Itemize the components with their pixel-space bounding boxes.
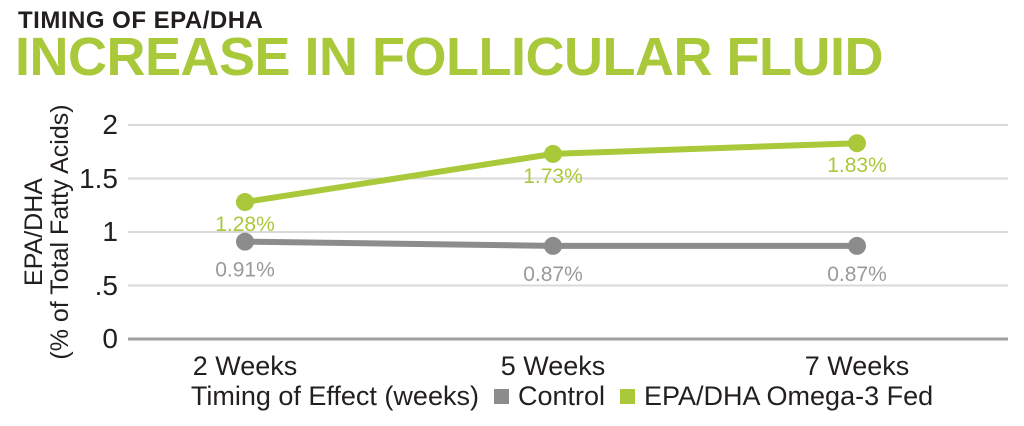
chart-kicker: TIMING OF EPA/DHA <box>18 7 264 34</box>
y-tick-label: .5 <box>94 269 118 301</box>
y-tick-label: 2 <box>102 109 118 140</box>
data-point-label: 0.87% <box>523 263 583 286</box>
x-tick-label: 2 Weeks <box>192 351 298 381</box>
data-point-gray <box>848 236 866 255</box>
data-point-green <box>848 134 866 153</box>
data-point-gray <box>544 236 562 255</box>
y-tick-label: 1 <box>102 216 118 247</box>
data-point-label: 1.28% <box>215 213 275 236</box>
data-point-label: 0.91% <box>215 259 275 282</box>
data-point-label: 0.87% <box>827 263 887 286</box>
data-point-green <box>544 144 562 163</box>
legend-item-green: EPA/DHA Omega-3 Fed <box>620 381 933 412</box>
legend: Control EPA/DHA Omega-3 Fed <box>493 381 933 412</box>
data-point-green <box>236 193 254 212</box>
y-tick-label: 1.5 <box>79 162 118 194</box>
x-axis-title: Timing of Effect (weeks) <box>190 381 479 411</box>
data-point-label: 1.83% <box>827 154 887 177</box>
legend-label: EPA/DHA Omega-3 Fed <box>644 381 934 411</box>
data-point-gray <box>236 232 254 251</box>
data-point-label: 1.73% <box>523 165 583 188</box>
x-tick-label: 5 Weeks <box>500 351 606 381</box>
legend-swatch-icon <box>493 389 509 404</box>
x-tick-label: 7 Weeks <box>804 351 910 381</box>
x-axis-footer: Timing of Effect (weeks) Control EPA/DHA … <box>0 381 1024 412</box>
legend-swatch-icon <box>620 389 635 404</box>
legend-item-gray: Control <box>493 381 605 412</box>
legend-label: Control <box>517 381 605 411</box>
y-tick-label: 0 <box>102 323 118 354</box>
page-title: INCREASE IN FOLLICULAR FLUID <box>15 27 883 87</box>
